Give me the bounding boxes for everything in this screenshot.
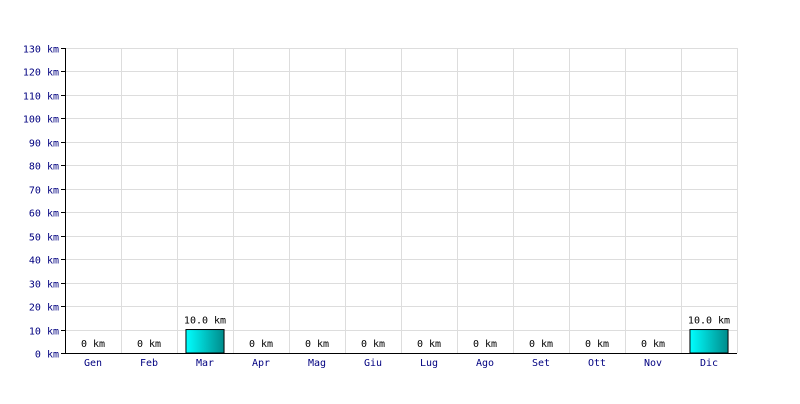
value-label-apr: 0 km [249,339,273,350]
x-tick-label-gen: Gen [84,358,102,369]
value-label-ago: 0 km [473,339,497,350]
value-label-dic: 10.0 km [688,316,730,327]
x-tick-label-giu: Giu [364,358,382,369]
x-tick-label-mar: Mar [196,358,214,369]
y-tick-label: 120 km [23,68,59,79]
y-tick-label: 70 km [29,186,59,197]
bar-mar [185,329,225,354]
y-tick-label: 60 km [29,209,59,220]
x-tick-label-nov: Nov [644,358,662,369]
value-label-ott: 0 km [585,339,609,350]
value-label-lug: 0 km [417,339,441,350]
x-tick-label-dic: Dic [700,358,718,369]
y-tick-label: 10 km [29,327,59,338]
bars [185,329,729,354]
x-tick-label-ago: Ago [476,358,494,369]
x-tick-label-set: Set [532,358,550,369]
y-tick-label: 110 km [23,92,59,103]
y-tick-label: 80 km [29,162,59,173]
y-tick-label: 0 km [35,350,59,361]
y-tick-label: 90 km [29,139,59,150]
y-tick-label: 130 km [23,45,59,56]
x-tick-label-ott: Ott [588,358,606,369]
axes [61,48,737,354]
value-label-gen: 0 km [81,339,105,350]
labels: 0 km 10 km 20 km 30 km 40 km 50 km 60 km 70 km 8… [23,45,730,370]
bar-dic [689,329,729,354]
x-tick-label-apr: Apr [252,358,270,369]
y-tick-label: 20 km [29,303,59,314]
value-label-mag: 0 km [305,339,329,350]
value-label-giu: 0 km [361,339,385,350]
x-tick-label-lug: Lug [420,358,438,369]
value-label-nov: 0 km [641,339,665,350]
y-tick-label: 40 km [29,256,59,267]
value-label-mar: 10.0 km [184,316,226,327]
y-tick-label: 30 km [29,280,59,291]
x-tick-label-feb: Feb [140,358,158,369]
value-label-feb: 0 km [137,339,161,350]
value-label-set: 0 km [529,339,553,350]
y-tick-label: 100 km [23,115,59,126]
grid [65,48,738,353]
y-tick-label: 50 km [29,233,59,244]
x-tick-label-mag: Mag [308,358,326,369]
